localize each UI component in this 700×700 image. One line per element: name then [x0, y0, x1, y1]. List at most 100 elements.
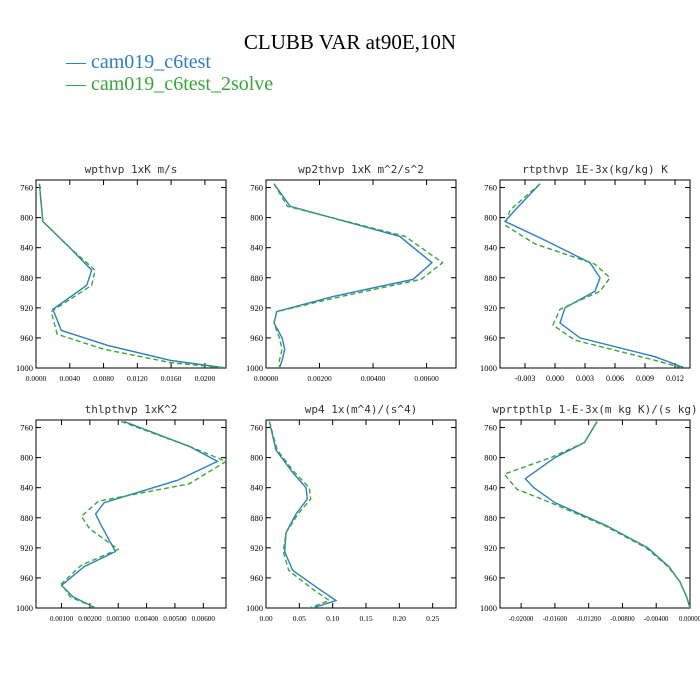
chart-panel-2: wp2thvp 1xK m^2/s^2 760 800 840 880 920 960 100… [246, 163, 457, 383]
y-tick-label: 1000 [480, 603, 497, 613]
x-tick-label: -0.01600 [543, 616, 568, 623]
y-tick-label: 880 [484, 513, 497, 523]
y-tick-label: 1000 [16, 363, 33, 373]
series-line-c6test-2solve [268, 421, 331, 608]
figure-title: CLUBB VAR at90E,10N [243, 30, 457, 54]
x-tick-label: 0.000 [546, 374, 564, 383]
series-line-c6test-2solve [504, 183, 684, 368]
x-tick-label: 0.0080 [93, 374, 114, 383]
series-line-c6test-2solve [273, 183, 444, 368]
y-tick-label: 800 [20, 213, 33, 223]
x-tick-label: 0.00000 [679, 616, 700, 623]
panel-title: wpthvp 1xK m/s [85, 163, 178, 176]
y-tick-label: 880 [484, 273, 497, 283]
x-tick-label: -0.003 [515, 374, 536, 383]
y-tick-label: 920 [20, 543, 33, 553]
x-tick-label: 0.00500 [163, 615, 187, 623]
x-tick-label: 0.003 [576, 374, 594, 383]
x-tick-label: 0.20 [393, 614, 406, 623]
y-tick-label: 800 [250, 453, 263, 463]
panel-title: wprtpthlp 1-E-3x(m kg K)/(s kg) [492, 403, 697, 416]
x-tick-label: 0.00400 [135, 615, 159, 623]
series-line-c6test [60, 420, 220, 608]
plot-frame [499, 419, 691, 609]
plot-frame [35, 419, 227, 609]
x-tick-label: -0.02000 [509, 616, 534, 623]
x-tick-label: 0.0160 [161, 374, 182, 383]
y-tick-label: 1000 [16, 603, 33, 613]
x-tick-label: 0.012 [666, 374, 684, 383]
x-tick-label: 0.00600 [192, 615, 216, 623]
y-tick-label: 960 [250, 573, 263, 583]
x-tick-label: 0.006 [606, 374, 624, 383]
plot-frame [265, 179, 457, 369]
y-tick-label: 920 [250, 303, 263, 313]
panel-title: wp2thvp 1xK m^2/s^2 [298, 163, 424, 176]
series-line-c6test-2solve [503, 421, 690, 608]
x-tick-label: 0.00000 [254, 374, 279, 383]
chart-panel-1: wpthvp 1xK m/s76080084088092096010000.00… [16, 163, 227, 383]
legend-entry-c6test-2solve: — cam019_c6test_2solve [66, 73, 274, 95]
chart-panel-4: thlpthvp 1xK^2 760 800 840 880 920 960 1000 0.00… [16, 403, 227, 623]
y-tick-label: 920 [250, 543, 263, 553]
plot-frame [499, 179, 691, 369]
y-tick-label: 920 [484, 303, 497, 313]
y-tick-label: 800 [484, 453, 497, 463]
y-tick-label: 840 [484, 483, 497, 493]
x-tick-label: -0.00400 [644, 616, 669, 623]
y-tick-label: 880 [20, 513, 33, 523]
y-tick-label: 960 [484, 333, 497, 343]
x-tick-label: 0.10 [326, 614, 339, 623]
x-tick-label: 0.0040 [59, 374, 80, 383]
y-tick-label: 960 [250, 333, 263, 343]
x-tick-label: 0.00100 [50, 615, 74, 623]
x-tick-label: 0.0120 [127, 374, 148, 383]
y-tick-label: 1000 [246, 363, 263, 373]
series-line-c6test [524, 421, 690, 608]
x-tick-label: -0.00800 [610, 616, 635, 623]
x-tick-label: 0.05 [293, 614, 306, 623]
legend-entry-c6test: — cam019_c6test [66, 51, 211, 73]
y-tick-label: 880 [250, 273, 263, 283]
y-tick-label: 840 [20, 483, 33, 493]
x-tick-label: 0.00300 [107, 615, 131, 623]
y-tick-label: 840 [484, 243, 497, 253]
chart-panel-5: wp4 1x(m^4)/(s^4)76080084088092096010000… [246, 403, 457, 623]
y-tick-label: 760 [20, 183, 33, 193]
y-tick-label: 960 [484, 573, 497, 583]
panel-title: thlpthvp 1xK^2 [85, 403, 178, 416]
y-tick-label: 800 [250, 213, 263, 223]
y-tick-label: 960 [20, 573, 33, 583]
x-tick-label: 0.15 [359, 614, 372, 623]
x-tick-label: 0.25 [426, 614, 439, 623]
series-line-c6test [503, 183, 686, 368]
y-tick-label: 760 [250, 183, 263, 193]
x-tick-label: 0.00 [259, 614, 272, 623]
y-tick-label: 760 [484, 183, 497, 193]
x-tick-label: 0.0000 [26, 374, 47, 383]
y-tick-label: 920 [20, 303, 33, 313]
y-tick-label: 840 [20, 243, 33, 253]
y-tick-label: 1000 [480, 363, 497, 373]
series-line-c6test [38, 183, 226, 368]
y-tick-label: 800 [20, 453, 33, 463]
plot-frame [265, 419, 457, 609]
series-line-c6test [273, 183, 433, 368]
x-tick-label: 0.0200 [195, 374, 216, 383]
series-line-c6test-2solve [60, 420, 226, 608]
x-tick-label: 0.00600 [414, 374, 439, 383]
y-tick-label: 880 [20, 273, 33, 283]
y-tick-label: 920 [484, 543, 497, 553]
y-tick-label: 960 [20, 333, 33, 343]
x-tick-label: 0.00200 [307, 374, 332, 383]
y-tick-label: 760 [484, 423, 497, 433]
series-line-c6test-2solve [38, 183, 226, 368]
y-tick-label: 840 [250, 243, 263, 253]
x-tick-label: 0.009 [636, 374, 654, 383]
y-tick-label: 840 [250, 483, 263, 493]
x-tick-label: 0.00400 [361, 374, 386, 383]
x-tick-label: -0.01200 [576, 616, 601, 623]
panel-title: rtpthvp 1E-3x(kg/kg) K [522, 163, 668, 176]
chart-panel-6: wprtpthlp 1-E-3x(m kg K)/(s kg) 760 800 840… [480, 403, 700, 623]
